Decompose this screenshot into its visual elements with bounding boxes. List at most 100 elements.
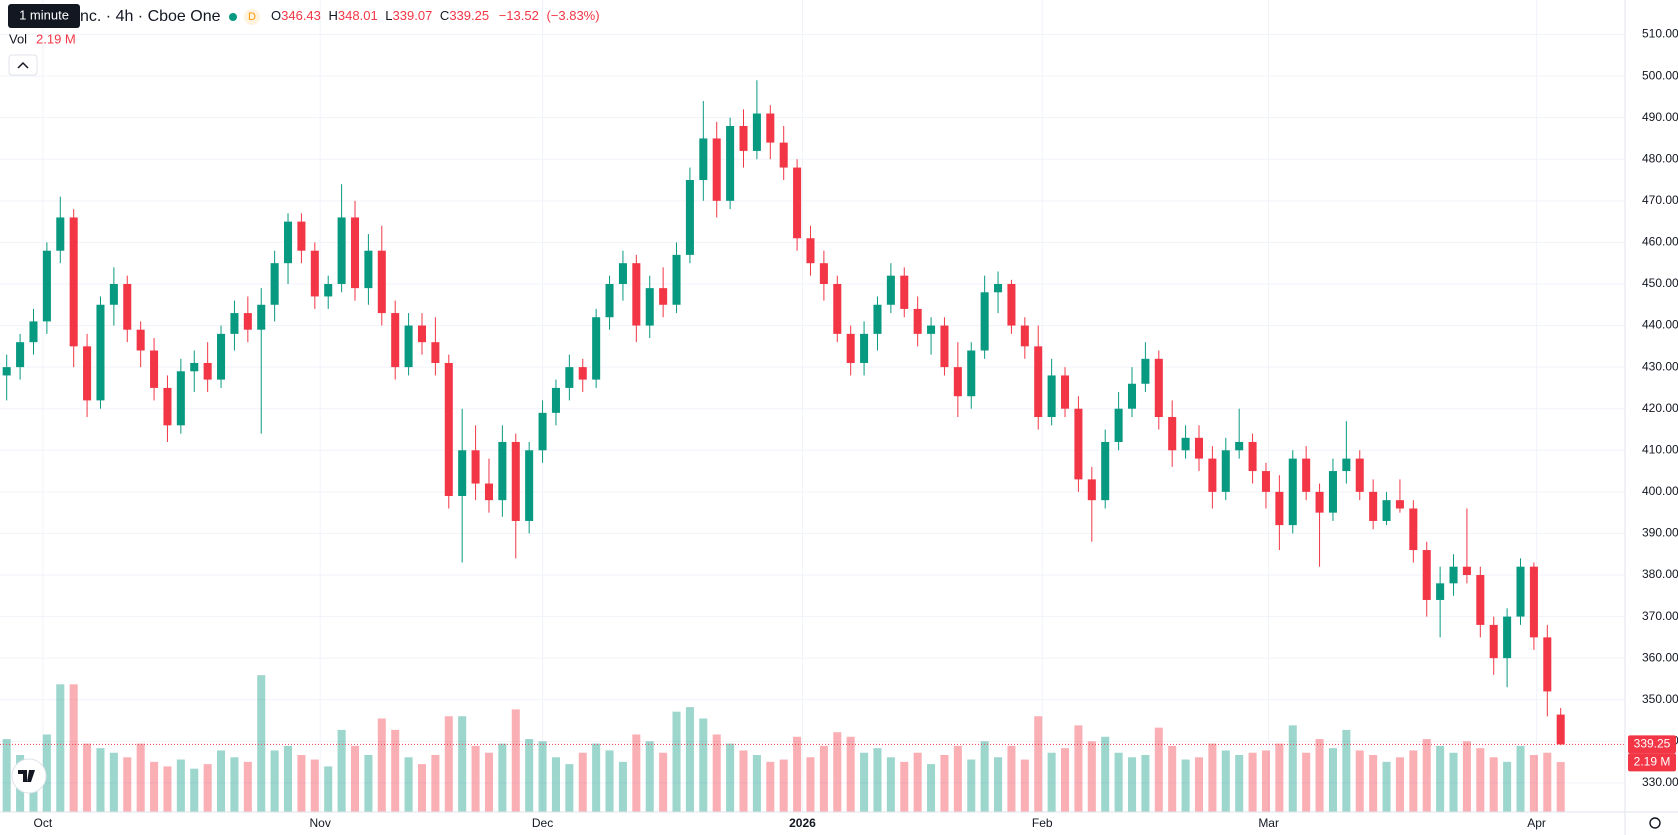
candle-body [1449,566,1458,584]
candle-body [1529,566,1538,638]
volume-bar [444,716,453,812]
volume-bar [793,736,802,812]
candle-body [1074,408,1083,480]
volume-bar [42,734,51,812]
candle-body [525,450,534,521]
volume-bar [324,766,333,812]
candle-body [203,362,212,380]
collapse-button[interactable] [8,54,38,76]
volume-bar [1382,761,1391,812]
tooltip: 1 minute [19,7,69,22]
volume-bar [1355,750,1364,812]
candle-layer [2,80,1565,746]
volume-bar [551,757,560,812]
volume-bar [1141,755,1150,812]
volume-bar [618,761,627,812]
o-value: 346.43 [281,8,321,23]
y-tick-label: 470.00 [1642,193,1678,207]
volume-bar [592,743,601,812]
candle-body [1221,450,1230,492]
candle-body [109,283,118,305]
candle-body [779,142,788,168]
candle-body [1261,471,1270,492]
candle-body [618,263,627,284]
volume-bar [1422,739,1431,812]
candle-body [270,263,279,305]
tooltip-bg [8,4,80,28]
candle-body [1101,441,1110,501]
candle-body [484,483,493,501]
volume-bar [458,716,467,812]
x-tick-label: Feb [1032,816,1053,830]
candle-body [310,250,319,297]
axes: 330.00340.00350.00360.00370.00380.00390.… [0,27,1678,830]
volume-bar [699,718,708,812]
candle-body [900,275,909,309]
volume-bar [1221,750,1230,812]
volume-bar [484,752,493,812]
volume-bar [1047,752,1056,812]
y-tick-label: 390.00 [1642,526,1678,540]
candle-body [83,346,92,401]
volume-layer [2,675,1565,812]
volume-bar [1168,745,1177,812]
volume-bar [2,739,11,812]
volume-bar [1476,748,1485,812]
volume-bar [833,732,842,812]
volume-bar [538,741,547,812]
volume-bar [819,745,828,812]
candle-body [1556,714,1565,745]
volume-bar [1462,741,1471,812]
candle-body [176,371,185,426]
volume-bar [645,741,654,812]
l-value: 339.07 [393,8,433,23]
candle-body [444,362,453,497]
collapse-icon [17,61,29,69]
change-pct: (−3.83%) [546,8,599,23]
candle-body [1369,491,1378,521]
header: 1 minute nc. · 4h · Cboe One D O346.43 H… [8,4,600,76]
volume-bar [1436,745,1445,812]
candle-body [471,450,480,484]
l-label: L [385,8,392,23]
candle-body [994,283,1003,293]
candle-body [1516,566,1525,617]
y-tick-label: 440.00 [1642,318,1678,332]
volume-bar [243,761,252,812]
candle-body [1181,437,1190,451]
volume-bar [967,759,976,812]
volume-bar [176,759,185,812]
x-tick-label: Nov [310,816,331,830]
y-tick-label: 510.00 [1642,27,1678,41]
candle-body [1302,458,1311,492]
settings-icon[interactable] [1649,817,1661,829]
candle-body [551,387,560,413]
candle-body [605,283,614,318]
y-tick-label: 360.00 [1642,650,1678,664]
volume-bar [217,750,226,812]
candle-body [980,292,989,351]
volume-bar [417,764,427,812]
volume-bar [1034,716,1043,812]
candle-body [1288,458,1297,526]
volume-bar [190,768,199,812]
candle-body [1087,479,1096,501]
volume-bar [96,748,105,812]
volume-bar [1302,752,1311,812]
volume-bar [337,729,346,812]
volume-bar [578,752,587,812]
x-tick-label: Oct [34,816,53,830]
candle-body [860,333,869,363]
candle-body [1275,491,1284,526]
volume-bar [739,750,748,812]
candle-body [967,350,976,397]
candle-body [927,325,936,334]
volume-bar [927,764,936,812]
candle-body [1047,375,1056,418]
candle-body [364,250,373,289]
volume-bar [377,718,386,812]
volume-bar [953,745,962,812]
candle-body [672,254,681,305]
candle-body [391,313,400,368]
